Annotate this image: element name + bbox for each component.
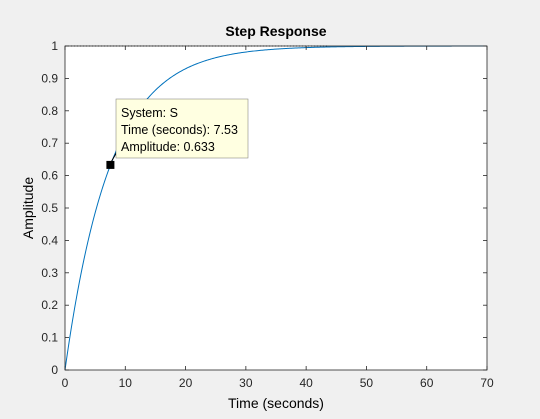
y-tick-label: 0.8	[41, 104, 58, 118]
axes-background	[65, 46, 487, 370]
x-tick-label: 50	[360, 376, 374, 390]
x-tick-label: 30	[239, 376, 253, 390]
x-tick-label: 40	[299, 376, 313, 390]
y-tick-label: 0.4	[41, 233, 58, 247]
datatip-marker[interactable]	[106, 160, 115, 169]
datatip-time: Time (seconds): 7.53	[121, 123, 238, 137]
y-tick-label: 0.5	[41, 201, 58, 215]
datatip-system: System: S	[121, 106, 178, 120]
y-tick-label: 0.6	[41, 169, 58, 183]
x-tick-label: 0	[62, 376, 69, 390]
x-axis-label: Time (seconds)	[228, 395, 324, 411]
y-tick-label: 0.9	[41, 71, 58, 85]
x-tick-label: 10	[119, 376, 133, 390]
y-tick-label: 0	[51, 363, 58, 377]
x-tick-label: 60	[420, 376, 434, 390]
chart-title: Step Response	[225, 23, 326, 39]
axes: 0 10 20 30 40 50 60 70 0 0.1 0.2 0.3 0.4 0.5 0.6 0.7 0.8…	[41, 39, 494, 390]
y-tick-label: 0.2	[41, 298, 58, 312]
datatip-amplitude: Amplitude: 0.633	[121, 140, 215, 154]
x-tick-label: 70	[480, 376, 494, 390]
y-axis-label: Amplitude	[20, 177, 36, 239]
y-tick-label: 0.7	[41, 136, 58, 150]
y-tick-label: 0.3	[41, 266, 58, 280]
y-tick-label: 0.1	[41, 331, 58, 345]
y-tick-label: 1	[51, 39, 58, 53]
datatip-box	[115, 98, 249, 159]
x-tick-label: 20	[179, 376, 193, 390]
datatip[interactable]: System: S Time (seconds): 7.53 Amplitude…	[109, 98, 249, 165]
